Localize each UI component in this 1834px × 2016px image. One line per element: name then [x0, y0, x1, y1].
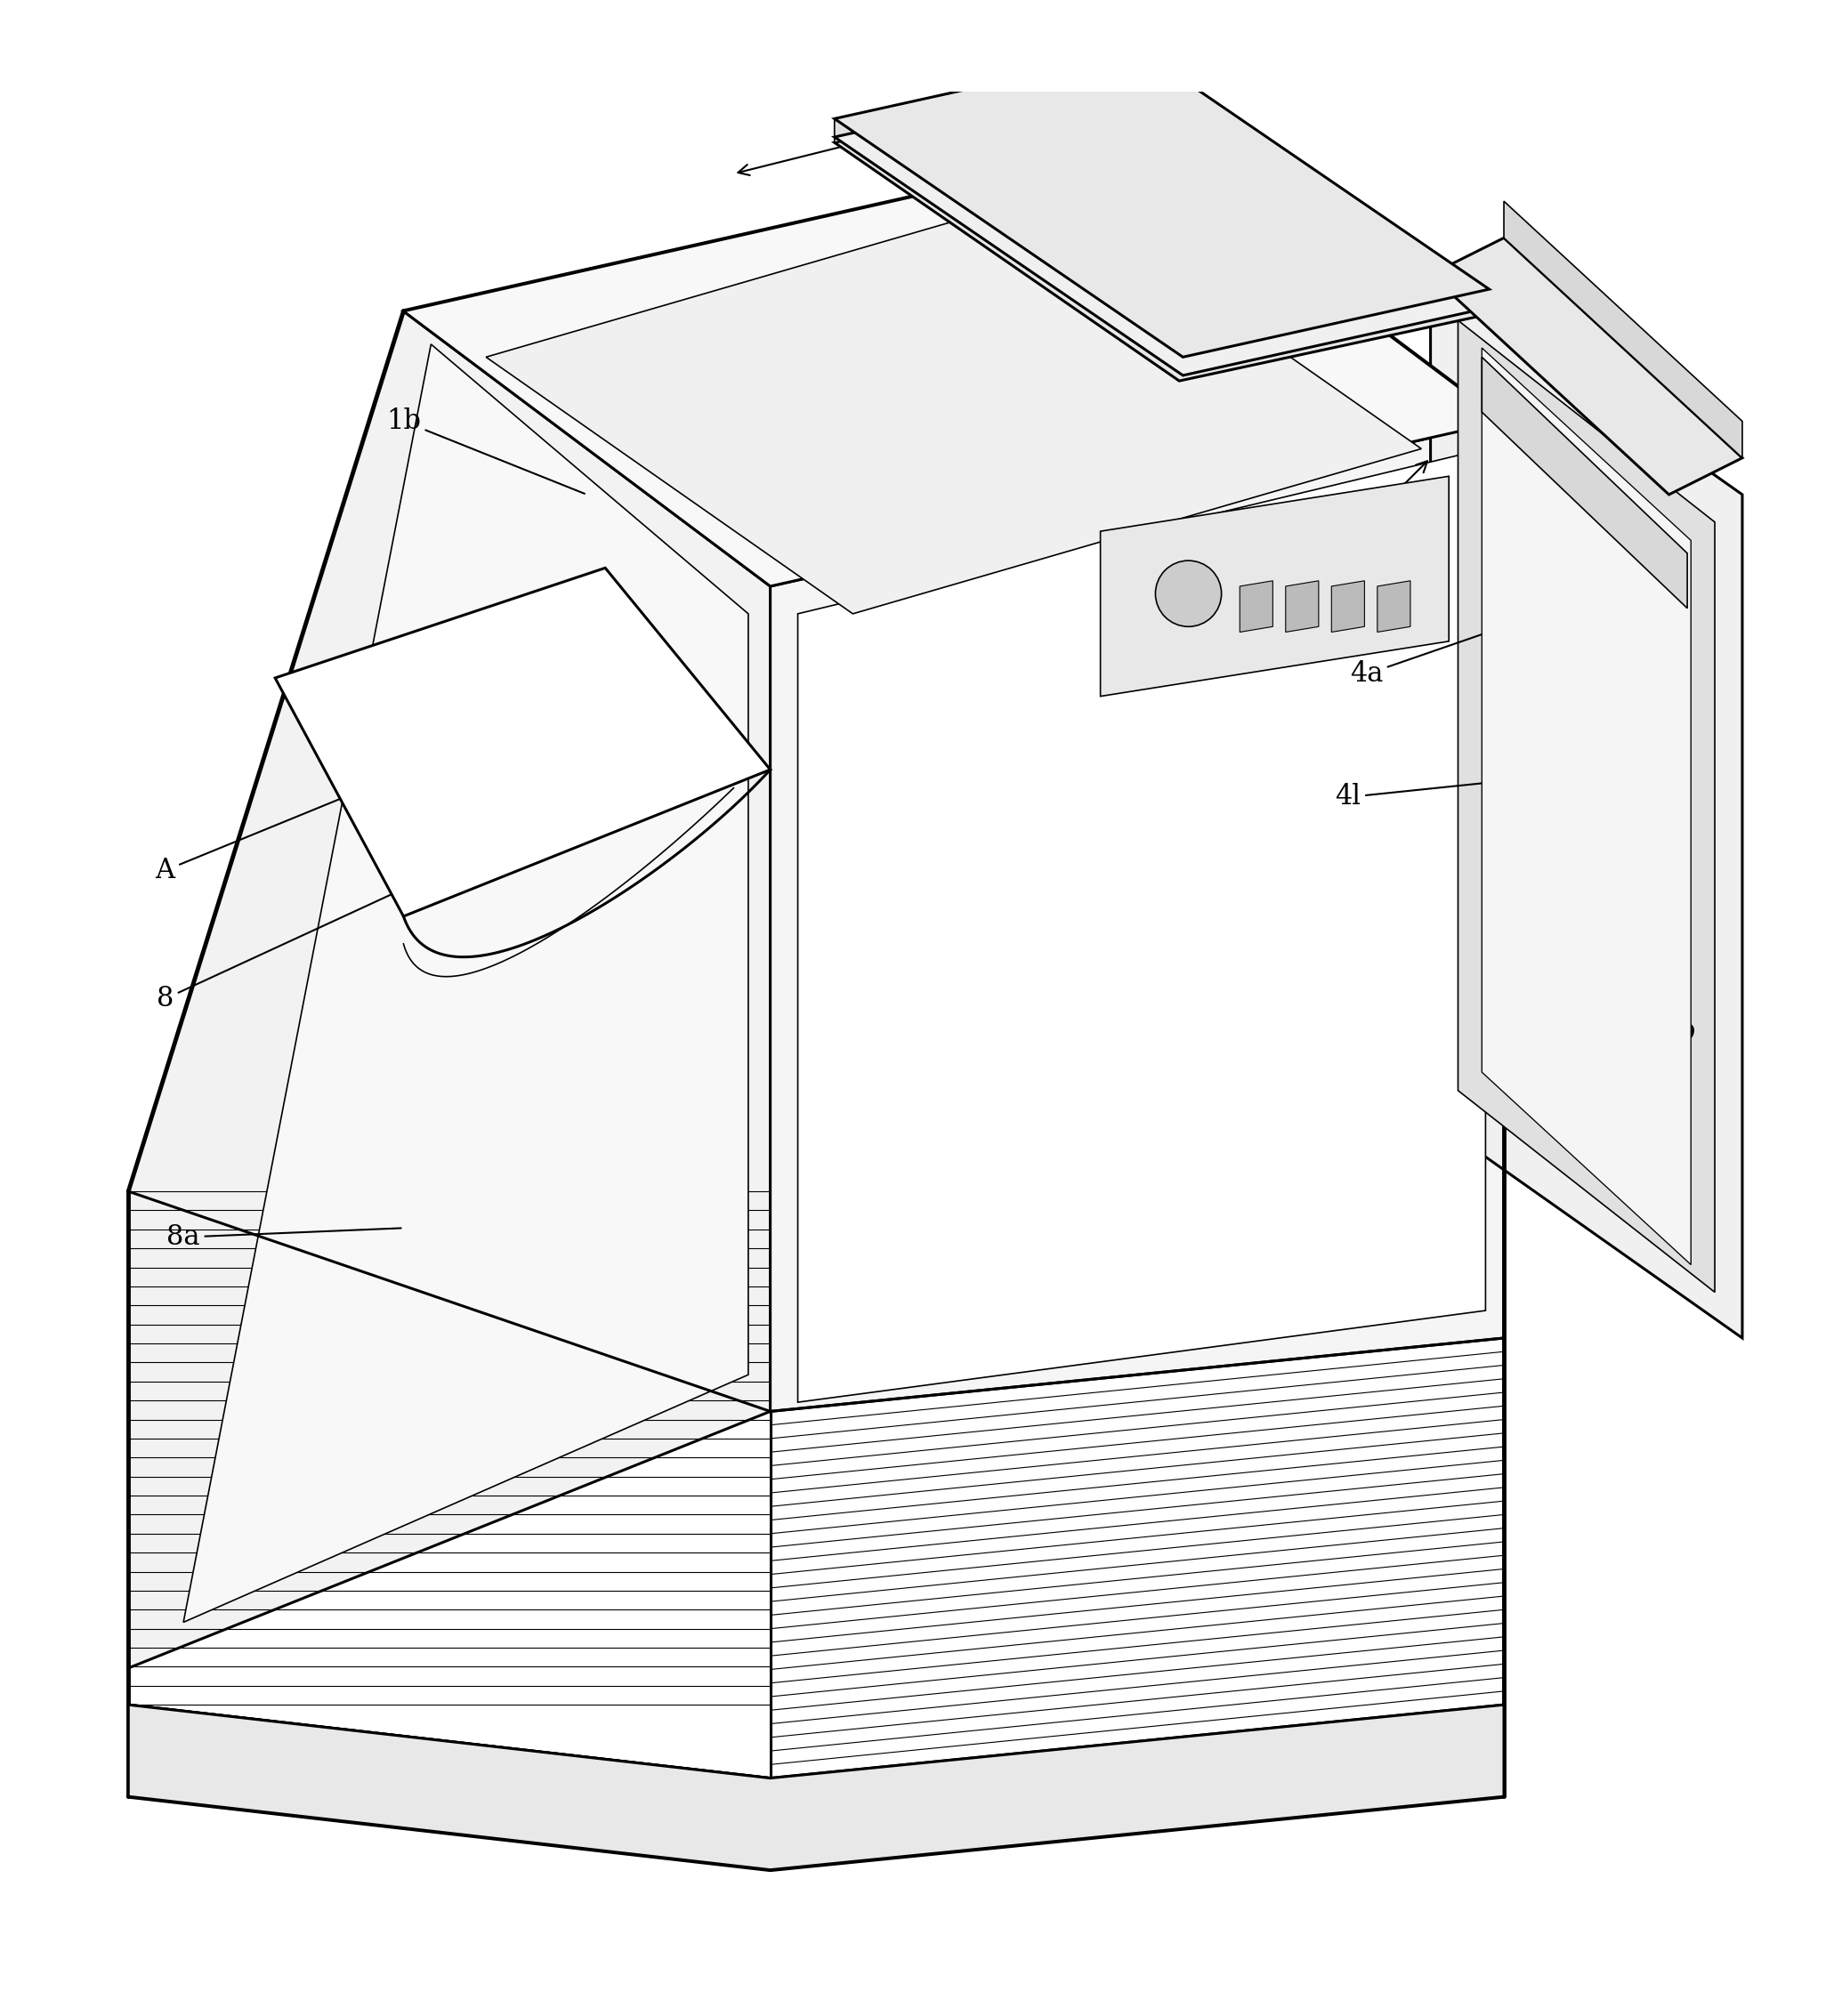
Polygon shape	[834, 69, 1489, 375]
Text: 8a: 8a	[167, 1224, 402, 1252]
Polygon shape	[1458, 321, 1715, 1292]
Circle shape	[1155, 560, 1221, 627]
Polygon shape	[1331, 581, 1364, 633]
Polygon shape	[798, 450, 1486, 1403]
Text: 1b: 1b	[387, 407, 585, 494]
Polygon shape	[1377, 581, 1410, 633]
Polygon shape	[834, 50, 1489, 357]
Polygon shape	[1504, 202, 1742, 458]
Text: FIG. 2: FIG. 2	[1530, 1020, 1698, 1068]
Text: 1: 1	[737, 123, 889, 175]
Polygon shape	[1431, 274, 1742, 1339]
Polygon shape	[834, 54, 1141, 143]
Text: a: a	[1341, 462, 1427, 554]
Text: A: A	[156, 788, 363, 885]
Polygon shape	[183, 345, 748, 1623]
Text: 4a: 4a	[1350, 605, 1566, 687]
Polygon shape	[1286, 581, 1319, 633]
Polygon shape	[834, 77, 1486, 381]
Polygon shape	[1240, 581, 1273, 633]
Polygon shape	[1100, 476, 1449, 696]
Polygon shape	[770, 421, 1504, 1411]
Polygon shape	[1482, 349, 1691, 1264]
Polygon shape	[275, 569, 770, 917]
Text: 8: 8	[156, 889, 402, 1012]
Polygon shape	[486, 192, 1421, 613]
Polygon shape	[1141, 54, 1486, 314]
Text: 4l: 4l	[1335, 766, 1610, 810]
Polygon shape	[1482, 357, 1687, 609]
Polygon shape	[1431, 238, 1742, 494]
Polygon shape	[128, 310, 770, 1667]
Polygon shape	[128, 1706, 1504, 1869]
Polygon shape	[403, 147, 1504, 587]
